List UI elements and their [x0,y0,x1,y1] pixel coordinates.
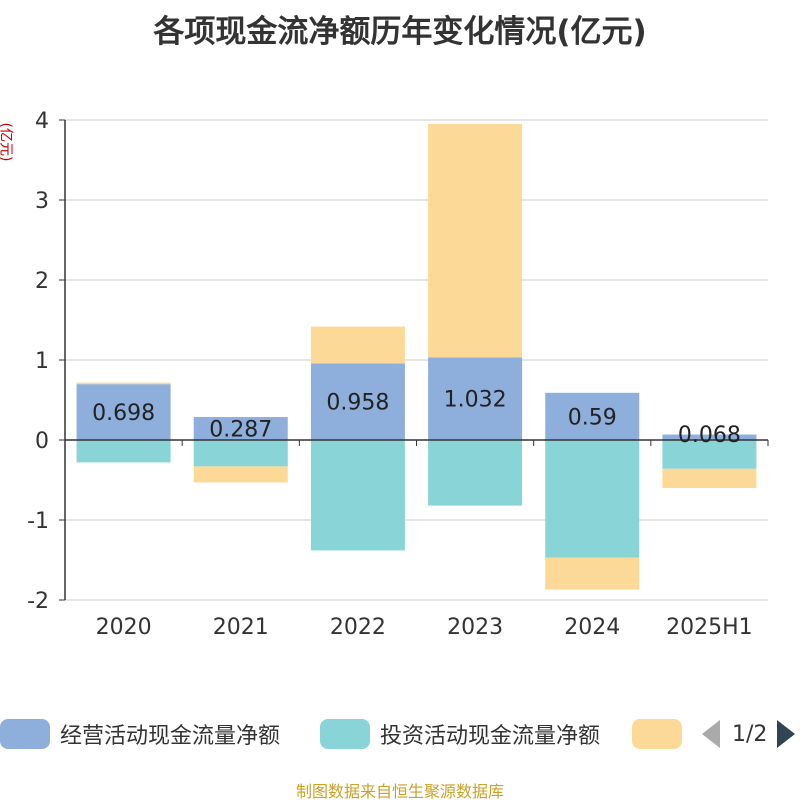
bar-s2-2020 [76,440,171,463]
y-tick-label: 2 [35,269,49,294]
bar-s3-2022 [310,326,405,364]
legend-page-indicator: 1/2 [732,721,768,747]
legend: 经营活动现金流量净额 投资活动现金流量净额 [0,714,800,754]
bar-s1-2025H1 [662,434,757,440]
legend-item-financing[interactable] [632,714,682,754]
bar-s3-2021 [193,466,288,483]
data-label: 0.59 [568,405,617,430]
legend-swatch-financing [632,719,682,749]
arrow-left-icon[interactable] [702,720,720,748]
y-tick-label: -2 [27,589,49,614]
x-tick-label: 2020 [96,615,152,640]
data-label: 0.287 [209,418,272,443]
legend-item-operating[interactable]: 经营活动现金流量净额 [0,714,280,754]
bars [76,123,757,590]
data-label: 1.032 [444,388,507,413]
bar-s2-2022 [310,440,405,551]
bar-chart: -2 -1 0 1 2 3 4 2020 2021 2022 2023 2024 2025H1 0.69… [27,109,769,640]
bar-s2-2021 [193,440,288,467]
y-tick-label: 0 [35,429,49,454]
chart-title: 各项现金流净额历年变化情况(亿元) [153,14,647,50]
bar-s1-2021 [193,417,288,440]
bar-s2-2023 [428,440,523,506]
legend-item-investing[interactable]: 投资活动现金流量净额 [320,714,600,754]
legend-label-operating: 经营活动现金流量净额 [60,724,281,749]
axes: -2 -1 0 1 2 3 4 2020 2021 2022 2023 2024 2025H1 [27,109,769,640]
legend-swatch-operating [0,719,50,749]
y-tick-label: 3 [35,189,49,214]
y-tick-label: -1 [27,509,49,534]
bar-s3-2024 [545,557,640,590]
bar-s3-2023 [428,123,523,358]
arrow-right-icon[interactable] [777,720,796,748]
bar-s3-2025H1 [662,468,757,488]
data-labels: 0.698 0.287 0.958 1.032 0.59 0.068 [92,388,741,448]
bar-s1-2022 [310,363,405,440]
data-label: 0.958 [326,391,389,416]
y-tick-label: 4 [35,109,49,134]
bar-s1-2023 [428,357,523,440]
x-tick-label: 2024 [564,615,620,640]
legend-swatch-investing [320,719,370,749]
data-source: 制图数据来自恒生聚源数据库 [295,782,504,801]
bar-s2-2025H1 [662,440,757,469]
bar-s1-2020 [76,384,171,440]
legend-label-investing: 投资活动现金流量净额 [380,724,601,749]
y-tick-label: 1 [35,349,49,374]
bar-s3-2020 [76,382,171,385]
x-tick-label: 2023 [447,615,503,640]
x-tick-label: 2025H1 [666,615,753,640]
legend-pager: 1/2 [702,714,796,754]
x-tick-label: 2021 [213,615,269,640]
data-label: 0.068 [678,423,741,448]
x-tick-label: 2022 [330,615,386,640]
data-label: 0.698 [92,401,155,426]
bar-s2-2024 [545,440,640,558]
bar-s1-2024 [545,392,640,440]
grid-lines [65,119,768,601]
